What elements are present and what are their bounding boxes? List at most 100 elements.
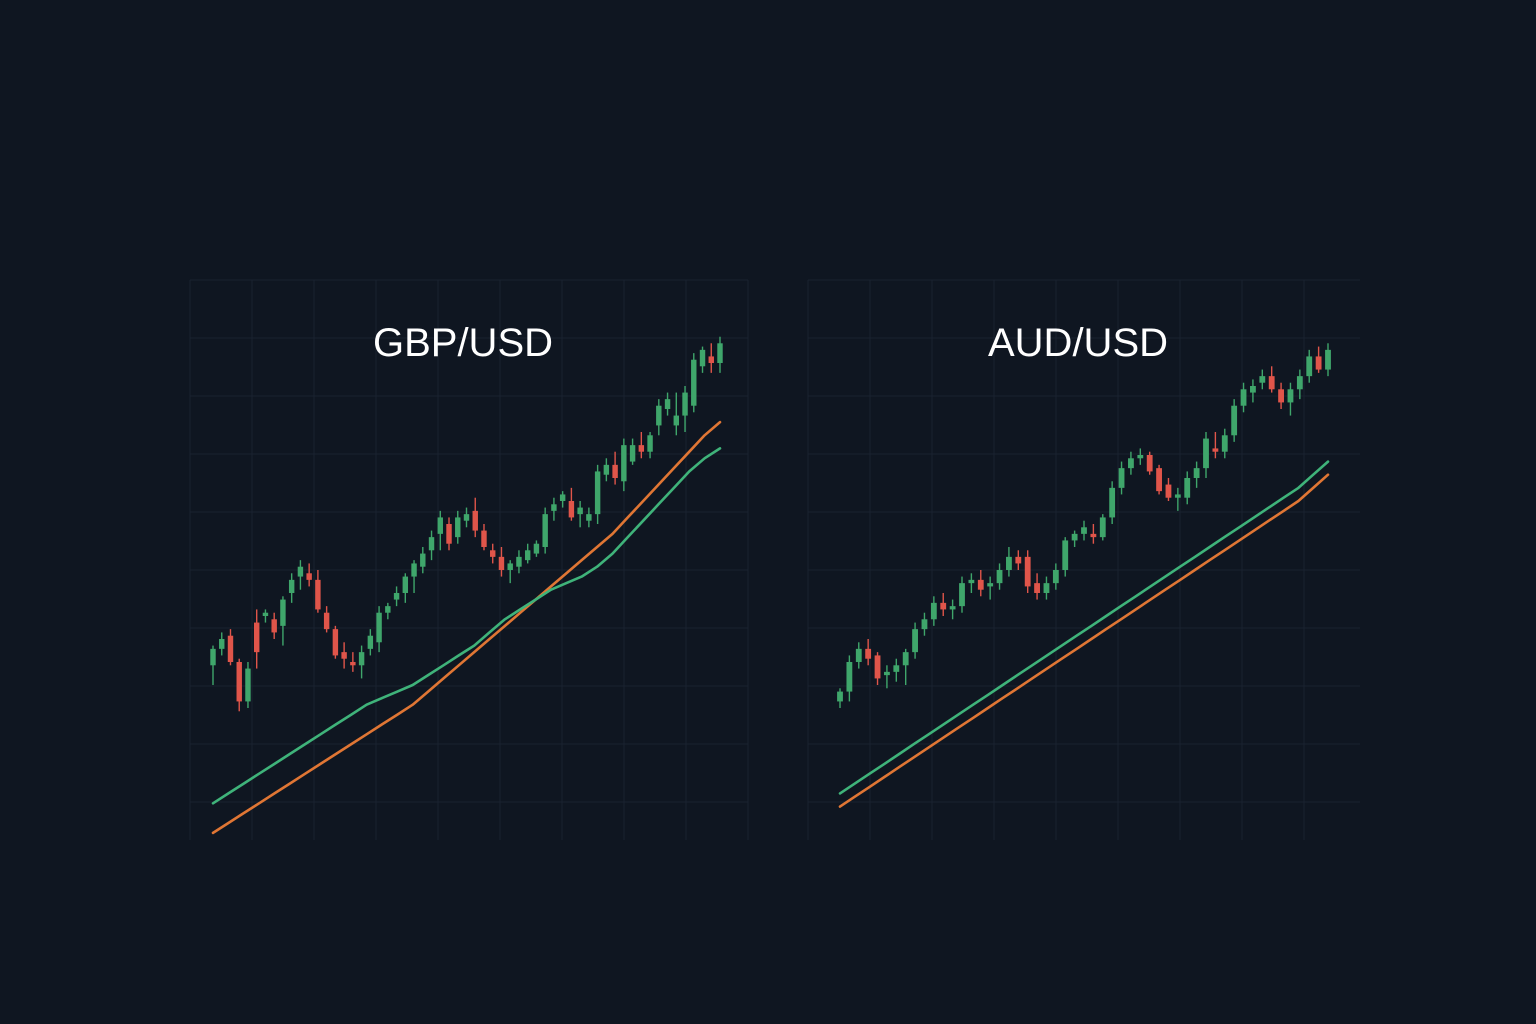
gbpusd-candle-body — [594, 471, 601, 515]
audusd-candle — [1034, 573, 1040, 600]
audusd-candle-body — [846, 662, 853, 692]
audusd-candle-body — [1250, 386, 1256, 393]
gbpusd-candle-body — [341, 652, 347, 659]
gbpusd-candle-body — [717, 343, 723, 363]
audusd-candle — [865, 639, 872, 666]
gbpusd-candle-body — [253, 622, 260, 653]
audusd-candle-body — [1278, 389, 1284, 403]
audusd-candle-body — [1296, 376, 1303, 390]
audusd-candle-body — [1062, 540, 1069, 570]
gbpusd-grid — [189, 279, 749, 840]
audusd-candle — [1287, 382, 1294, 416]
audusd-candle-body — [1268, 376, 1275, 390]
audusd-candle-body — [1118, 468, 1125, 488]
gbpusd-candle-body — [516, 556, 522, 567]
audusd-candle-body — [1193, 468, 1200, 478]
audusd-candle-body — [1146, 455, 1153, 472]
audusd-candle-body — [968, 579, 975, 584]
audusd-candle — [1099, 514, 1106, 541]
audusd-candle-body — [977, 579, 984, 590]
gbpusd-candle — [717, 336, 723, 373]
audusd-candle-body — [1212, 448, 1219, 452]
gbpusd-candle — [603, 458, 610, 482]
gbpusd-candle-body — [490, 550, 496, 557]
audusd-candle — [987, 576, 994, 600]
gbpusd-candle — [673, 392, 680, 436]
audusd-candle — [977, 570, 984, 597]
gbpusd-candle-body — [402, 576, 409, 593]
gbpusd-candle — [253, 609, 260, 669]
gbpusd-candle-body — [350, 662, 356, 666]
audusd-candle-body — [1099, 517, 1106, 538]
audusd-candle-body — [1203, 438, 1209, 469]
gbpusd-candle-body — [498, 556, 505, 570]
gbpusd-candle — [402, 573, 409, 603]
gbpusd-candle-body — [385, 606, 391, 613]
gbpusd-candle-body — [708, 356, 714, 363]
gbpusd-candle-body — [638, 445, 645, 452]
gbpusd-candle-body — [271, 619, 277, 633]
audusd-candle — [1174, 487, 1181, 511]
audusd-candle — [1250, 379, 1256, 403]
gbpusd-chart-panel: GBP/USD — [189, 279, 749, 840]
gbpusd-candle — [463, 507, 470, 528]
gbpusd-candle-body — [306, 573, 312, 580]
gbpusd-candle — [498, 547, 505, 577]
audusd-candle-body — [855, 648, 862, 662]
audusd-candle-body — [1174, 494, 1181, 498]
audusd-candle — [855, 642, 862, 669]
audusd-candle — [846, 655, 853, 702]
audusd-candle-body — [1015, 556, 1022, 564]
gbpusd-candle — [245, 662, 251, 708]
audusd-candle — [1165, 478, 1172, 501]
gbpusd-candle — [568, 487, 575, 521]
gbpusd-candle-body — [682, 392, 688, 416]
gbpusd-candle — [341, 642, 347, 669]
gbpusd-candle — [481, 524, 487, 551]
audusd-candle-body — [1024, 556, 1031, 587]
gbpusd-candle-body — [524, 550, 531, 561]
audusd-candle — [1109, 481, 1116, 524]
audusd-candle — [1052, 563, 1059, 590]
audusd-fast-ma-line — [838, 460, 1330, 795]
gbpusd-candle-body — [647, 435, 653, 452]
audusd-candle-body — [1109, 487, 1116, 518]
gbpusd-candle-body — [245, 668, 251, 702]
gbpusd-candle — [551, 497, 557, 521]
gbpusd-candle — [288, 573, 295, 603]
gbpusd-candle-body — [280, 599, 286, 626]
audusd-candle — [1184, 471, 1191, 505]
audusd-candle-body — [930, 602, 937, 620]
gbpusd-candle — [629, 438, 636, 465]
gbpusd-candle-body — [428, 537, 435, 551]
gbpusd-candle — [306, 563, 312, 587]
gbpusd-candle-body — [358, 652, 365, 666]
gbpusd-candle-body — [332, 629, 339, 656]
gbpusd-candle-body — [367, 635, 374, 649]
audusd-candle — [1231, 399, 1238, 442]
audusd-candle-body — [1043, 583, 1050, 593]
gbpusd-candle — [472, 497, 478, 538]
gbpusd-candle-body — [656, 405, 662, 426]
gbpusd-candle — [682, 386, 688, 432]
gbpusd-candle-body — [315, 579, 321, 610]
gbpusd-candle-body — [691, 359, 697, 406]
audusd-candle-body — [940, 602, 947, 610]
audusd-slow-ma-line — [838, 473, 1330, 808]
gbpusd-candle-body — [472, 510, 478, 531]
audusd-candle — [1268, 366, 1275, 393]
gbpusd-candle — [699, 346, 706, 373]
audusd-candle-body — [893, 665, 900, 672]
gbpusd-candle-body — [446, 524, 452, 544]
audusd-candle-body — [1137, 455, 1144, 459]
gbpusd-candle — [586, 507, 592, 528]
audusd-candle — [940, 593, 947, 616]
audusd-candle — [884, 665, 890, 689]
gbpusd-candle-body — [533, 543, 540, 554]
audusd-candle-body — [987, 583, 994, 587]
gbpusd-candle — [533, 540, 540, 557]
audusd-candle — [1315, 346, 1322, 373]
audusd-candle — [930, 596, 937, 626]
gbpusd-candle — [332, 625, 339, 659]
